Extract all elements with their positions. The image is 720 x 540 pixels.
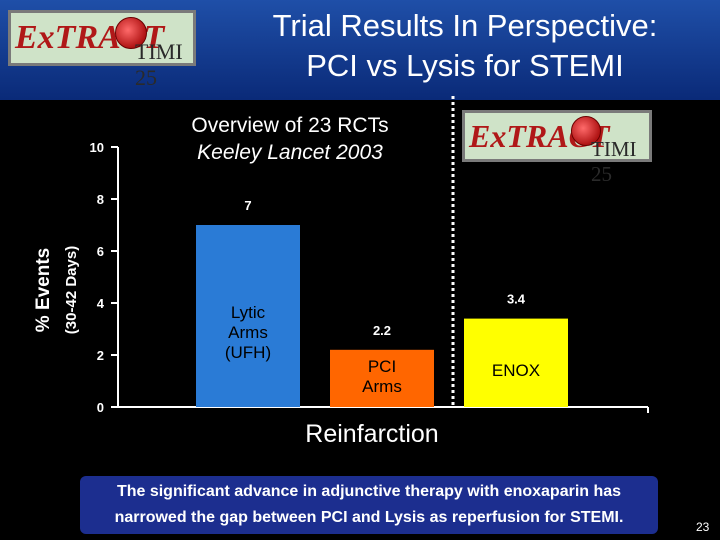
extract-timi-logo: ExTRACT TIMI 25 bbox=[8, 10, 196, 90]
bar-category-label: (UFH) bbox=[225, 343, 271, 362]
y-tick-label: 6 bbox=[97, 244, 104, 259]
slide-title-line2: PCI vs Lysis for STEMI bbox=[306, 48, 624, 83]
y-axis-label: % Events bbox=[33, 248, 54, 332]
header-band: ExTRACT TIMI 25 Trial Results In Perspec… bbox=[0, 0, 720, 100]
globe-icon bbox=[571, 116, 601, 146]
logo-timi-text: TIMI 25 bbox=[135, 39, 183, 90]
summary-note-line2: narrowed the gap between PCI and Lysis a… bbox=[114, 509, 624, 526]
slide-title-line1: Trial Results In Perspective: bbox=[272, 8, 658, 43]
bar-value-label: 2.2 bbox=[373, 323, 391, 338]
y-tick-label: 4 bbox=[97, 296, 105, 311]
x-axis-label: Reinfarction bbox=[305, 420, 438, 448]
bar-category-label: ENOX bbox=[492, 361, 540, 380]
globe-icon bbox=[115, 17, 147, 49]
bar-category-label: Arms bbox=[228, 323, 268, 342]
overview-line1: Overview of 23 RCTs bbox=[191, 114, 389, 137]
logo-timi-text: TIMI 25 bbox=[591, 137, 637, 186]
overview-caption: Overview of 23 RCTs Keeley Lancet 2003 bbox=[160, 112, 420, 166]
y-tick-label: 2 bbox=[97, 348, 104, 363]
bar-value-label: 7 bbox=[244, 198, 251, 213]
bar-category-label: Arms bbox=[362, 377, 402, 396]
summary-note: The significant advance in adjunctive th… bbox=[80, 476, 658, 534]
y-tick-label: 8 bbox=[97, 192, 104, 207]
slide-title: Trial Results In Perspective: PCI vs Lys… bbox=[215, 6, 715, 86]
bar-category-label: PCI bbox=[368, 357, 396, 376]
extract-timi-logo-secondary: ExTRACT TIMI 25 bbox=[462, 110, 652, 186]
summary-note-line1: The significant advance in adjunctive th… bbox=[116, 483, 622, 500]
bar-category-label: Lytic bbox=[231, 303, 266, 322]
page-number: 23 bbox=[696, 520, 710, 534]
y-tick-label: 0 bbox=[97, 400, 104, 415]
bar-2 bbox=[330, 349, 434, 407]
bar-3 bbox=[464, 318, 568, 407]
y-axis-sublabel: (30-42 Days) bbox=[63, 246, 80, 334]
bar-1 bbox=[196, 225, 300, 407]
overview-line2: Keeley Lancet 2003 bbox=[197, 141, 383, 164]
bar-value-label: 3.4 bbox=[507, 292, 526, 307]
y-tick-label: 10 bbox=[90, 140, 104, 155]
